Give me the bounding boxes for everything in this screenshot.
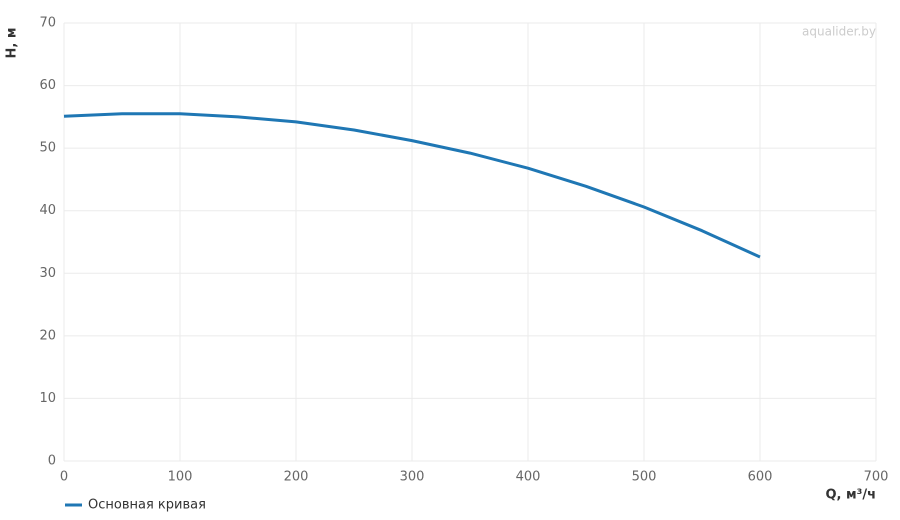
legend-label: Основная кривая (88, 498, 206, 513)
y-tick-label: 10 (39, 391, 56, 406)
x-tick-label: 300 (400, 470, 425, 485)
x-tick-label: 700 (864, 470, 889, 485)
x-tick-label: 100 (168, 470, 193, 485)
y-axis-title: H, м (5, 28, 20, 59)
line-series (63, 112, 761, 259)
x-tick-label: 400 (516, 470, 541, 485)
y-tick-label: 60 (39, 78, 56, 93)
x-axis-title: Q, м³/ч (825, 488, 876, 503)
x-tick-label: 200 (284, 470, 309, 485)
y-tick-label: 0 (48, 454, 56, 469)
x-tick-label: 500 (632, 470, 657, 485)
x-tick-label: 0 (60, 470, 68, 485)
y-tick-label: 20 (39, 328, 56, 343)
x-tick-label: 600 (748, 470, 773, 485)
y-tick-label: 30 (39, 266, 56, 281)
y-tick-label: 70 (39, 16, 56, 31)
y-tick-label: 40 (39, 203, 56, 218)
y-tick-label: 50 (39, 141, 56, 156)
watermark: aqualider.by (802, 25, 876, 39)
